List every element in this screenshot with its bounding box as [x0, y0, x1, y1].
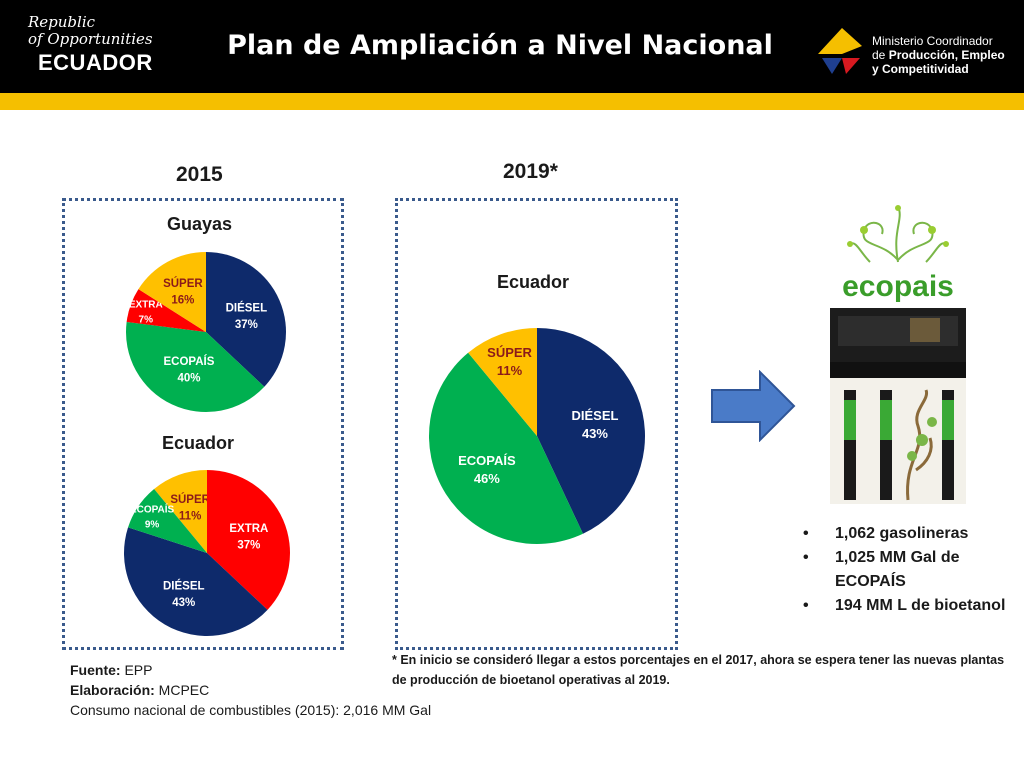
- ecuador-logo: Republic of Opportunities ECUADOR: [24, 14, 164, 76]
- pie-guayas: DIÉSEL 37% ECOPAÍS 40% EXTRA 7% SÚPER 16%: [126, 252, 287, 412]
- pie-slice-extra: [126, 289, 206, 332]
- pie-label-value: 43%: [172, 597, 195, 609]
- pie-slice-súper: [138, 252, 206, 332]
- panel-2015: [62, 198, 344, 650]
- pie-label-category: EXTRA: [229, 523, 268, 535]
- pie-label-value: 40%: [177, 373, 200, 385]
- ministry-line3: y Competitividad: [872, 62, 969, 76]
- pie-ecuador-2015: SÚPER 11% EXTRA 37% DIÉSEL 43% ECOPAÍS 9%: [123, 470, 290, 636]
- pie-slice-ecopaís: [126, 321, 265, 412]
- chart-title-ecuador-2015: Ecuador: [162, 433, 235, 453]
- chart-title-guayas: Guayas: [167, 214, 233, 234]
- list-item: • 194 MM L de bioetanol: [803, 597, 1006, 614]
- pie-slice-ecopaís: [429, 352, 583, 544]
- pie-ecuador-2019: DIÉSEL 43% ECOPAÍS 46% SÚPER 11%: [429, 328, 645, 544]
- ecopais-station-image: ecopais: [830, 200, 966, 504]
- pie-slice-súper: [468, 328, 537, 436]
- panel-2019: [395, 198, 678, 650]
- pie-label-value: 9%: [145, 520, 160, 531]
- pie-label-category: EXTRA: [129, 299, 163, 310]
- ministry-line2: de Producción, Empleo: [872, 48, 1005, 62]
- pie-label-value: 43%: [582, 426, 608, 441]
- ministry-logo-icon: [818, 28, 862, 74]
- ministry-name: Ministerio Coordinador de Producción, Em…: [872, 34, 1022, 76]
- pie-slice-diésel: [206, 252, 287, 387]
- pie-label-category: SÚPER: [487, 345, 532, 360]
- source-fuente: Fuente: EPP: [70, 662, 153, 678]
- pie-slice-extra: [207, 470, 290, 610]
- pie-label-category: DIÉSEL: [163, 579, 205, 592]
- pie-label-value: 11%: [179, 511, 201, 523]
- pie-label-category: ECOPAÍS: [164, 355, 215, 368]
- pie-slice-diésel: [537, 328, 645, 534]
- list-item: • 1,062 gasolineras: [803, 525, 969, 542]
- pie-slice-súper: [154, 470, 207, 553]
- pie-label-value: 37%: [237, 539, 260, 551]
- pie-label-category: DIÉSEL: [571, 408, 618, 423]
- pie-label-category: SÚPER: [170, 493, 210, 506]
- source-block: Fuente: EPP Elaboración: MCPEC Consumo n…: [70, 660, 490, 720]
- page-title: Plan de Ampliación a Nivel Nacional: [227, 30, 773, 61]
- list-item: • 1,025 MM Gal de ECOPAÍS: [803, 549, 960, 590]
- right-arrow-icon: [711, 370, 796, 442]
- year-2015-label: 2015: [176, 163, 223, 186]
- pie-label-value: 7%: [139, 314, 154, 325]
- pie-label-category: ECOPAÍS: [458, 453, 516, 468]
- pie-slice-ecopaís: [128, 489, 207, 553]
- footnote: * En inicio se consideró llegar a estos …: [392, 653, 1005, 687]
- pie-label-value: 11%: [497, 363, 523, 378]
- ministry-line1: Ministerio Coordinador: [872, 34, 993, 48]
- pie-label-value: 16%: [171, 294, 194, 306]
- chart-title-ecuador-2019: Ecuador: [497, 272, 570, 292]
- pie-label-category: SÚPER: [163, 277, 203, 290]
- stats-bullet-list: • 1,062 gasolineras • 1,025 MM Gal de ECOP…: [803, 522, 1018, 618]
- pie-label-category: DIÉSEL: [226, 302, 268, 315]
- logo-country: ECUADOR: [38, 50, 153, 75]
- year-2019-label: 2019*: [503, 160, 558, 183]
- pie-slice-diésel: [123, 527, 268, 636]
- pie-label-value: 37%: [235, 319, 258, 331]
- pie-label-value: 46%: [474, 471, 500, 486]
- logo-script-line2: of Opportunities: [28, 30, 153, 48]
- source-consumo: Consumo nacional de combustibles (2015):…: [70, 702, 432, 718]
- pie-label-category: ECOPAÍS: [130, 503, 175, 516]
- source-elaboracion: Elaboración: MCPEC: [70, 682, 210, 698]
- logo-script-line1: Republic: [28, 13, 96, 31]
- ecopais-brand: ecopais: [842, 270, 954, 303]
- header-stripe: [0, 93, 1024, 110]
